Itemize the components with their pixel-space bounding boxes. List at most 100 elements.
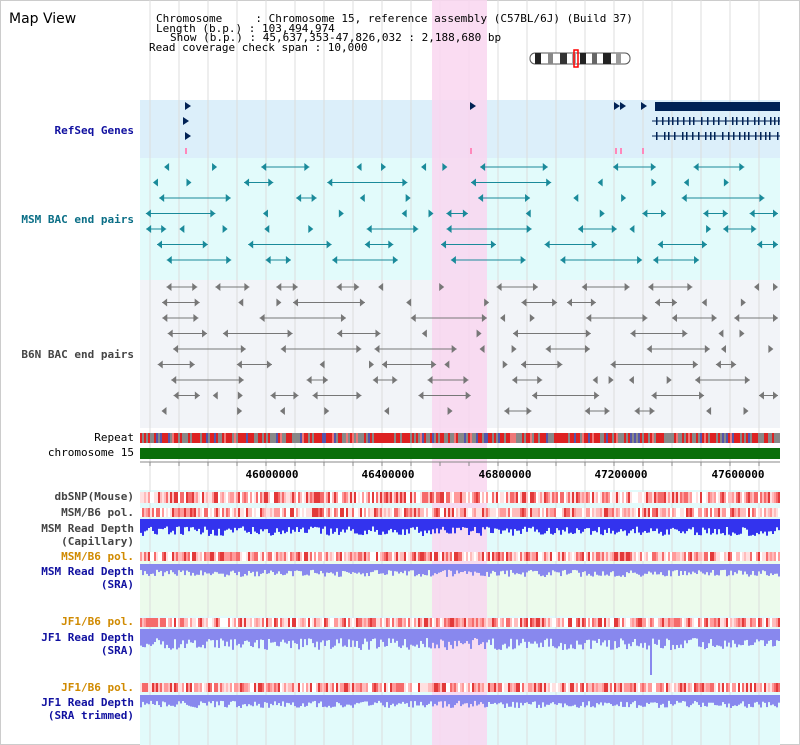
gene-exon xyxy=(693,117,695,125)
pol-heat-cell xyxy=(650,683,652,692)
depth-bar xyxy=(426,565,428,576)
depth-bar xyxy=(200,696,202,702)
label-dbsnp[interactable]: dbSNP(Mouse) xyxy=(55,490,134,503)
pol-heat-cell xyxy=(658,618,660,627)
pol-heat-cell xyxy=(168,683,170,692)
depth-bar xyxy=(584,630,586,644)
depth-bar xyxy=(634,565,636,573)
chromosome-bar[interactable] xyxy=(140,448,780,459)
label-jf1-depth-trim[interactable]: JF1 Read Depth xyxy=(41,696,134,709)
repeat-segment xyxy=(232,433,234,443)
depth-bar xyxy=(182,696,184,702)
bac-end-right xyxy=(431,360,437,369)
pol-heat-cell xyxy=(238,552,240,561)
repeat-segment xyxy=(362,433,364,443)
label-msm-depth-cap[interactable]: MSM Read Depth xyxy=(41,522,134,535)
depth-bar xyxy=(752,696,754,708)
pol-heat-cell xyxy=(580,508,582,517)
bac-end-left xyxy=(259,314,265,322)
depth-bar xyxy=(580,630,582,645)
label-msm-depth-sra[interactable]: MSM Read Depth xyxy=(41,565,134,578)
pol-heat-cell xyxy=(718,492,720,503)
depth-bar xyxy=(772,696,774,705)
bac-end-right xyxy=(276,298,282,307)
depth-bar xyxy=(292,520,294,530)
pol-heat-cell xyxy=(554,492,556,503)
pol-heat-cell xyxy=(456,552,458,561)
depth-bar xyxy=(448,565,450,570)
label-msm-pol-2[interactable]: MSM/B6 pol. xyxy=(61,550,134,563)
pol-heat-cell xyxy=(578,492,580,503)
pol-heat-cell xyxy=(174,618,176,627)
pol-heat-cell xyxy=(232,508,234,517)
pol-heat-cell xyxy=(446,492,448,503)
pol-heat-cell xyxy=(672,618,674,627)
pol-heat-cell xyxy=(764,492,766,503)
pol-heat-cell xyxy=(554,618,556,627)
b6n-bac-track[interactable] xyxy=(157,283,778,415)
refseq-gene-track[interactable] xyxy=(183,102,780,154)
pol-heat-cell xyxy=(346,618,348,627)
pol-heat-cell xyxy=(516,683,518,692)
depth-bar xyxy=(344,630,346,646)
depth-bar xyxy=(550,630,552,639)
label-jf1-depth-sra[interactable]: JF1 Read Depth xyxy=(41,631,134,644)
depth-bar xyxy=(670,520,672,529)
label-refseq-genes[interactable]: RefSeq Genes xyxy=(55,124,134,137)
pol-heat-cell xyxy=(730,492,732,503)
depth-bar xyxy=(466,565,468,574)
pol-heat-cell xyxy=(466,683,468,692)
label-msm-bac[interactable]: MSM BAC end pairs xyxy=(21,213,134,226)
label-jf1-pol-2[interactable]: JF1/B6 pol. xyxy=(61,681,134,694)
depth-bar xyxy=(340,696,342,706)
repeat-segment xyxy=(394,433,396,443)
pol-heat-cell xyxy=(188,492,190,503)
pol-heat-cell xyxy=(202,492,204,503)
depth-bar xyxy=(366,696,368,702)
pol-heat-cell xyxy=(354,618,356,627)
repeat-track[interactable] xyxy=(140,433,780,443)
pol-heat-cell xyxy=(618,552,620,561)
pol-heat-cell xyxy=(634,552,636,561)
pol-heat-cell xyxy=(346,492,348,503)
depth-bar xyxy=(590,565,592,576)
pol-heat-cell xyxy=(712,492,714,503)
pol-heat-cell xyxy=(612,552,614,561)
pol-heat-cell xyxy=(644,552,646,561)
repeat-segment xyxy=(638,433,640,443)
pol-heat-cell xyxy=(616,683,618,692)
repeat-segment xyxy=(374,433,376,443)
depth-bar xyxy=(246,520,248,533)
depth-bar xyxy=(208,520,210,536)
read-depth-tracks[interactable] xyxy=(140,519,780,708)
pol-heat-cell xyxy=(282,508,284,517)
pol-heat-cell xyxy=(506,508,508,517)
pol-heat-cell xyxy=(264,552,266,561)
repeat-segment xyxy=(270,433,272,443)
depth-bar xyxy=(392,630,394,639)
bac-end-right xyxy=(359,298,365,307)
repeat-segment xyxy=(428,433,430,443)
pol-heat-cell xyxy=(562,618,564,627)
depth-bar xyxy=(204,520,206,527)
pol-heat-cell xyxy=(518,508,520,517)
pol-heat-cell xyxy=(750,492,752,503)
label-msm-pol-1[interactable]: MSM/B6 pol. xyxy=(61,506,134,519)
bac-end-right xyxy=(529,314,535,322)
depth-bar xyxy=(258,520,260,535)
pol-heat-cell xyxy=(480,683,482,692)
pol-heat-cell xyxy=(294,618,296,627)
repeat-segment xyxy=(170,433,172,443)
pol-heat-cell xyxy=(462,492,464,503)
msm-bac-track[interactable] xyxy=(145,163,778,264)
polymorphism-heat-tracks[interactable] xyxy=(140,492,780,692)
repeat-segment xyxy=(388,433,390,443)
label-jf1-pol-1[interactable]: JF1/B6 pol. xyxy=(61,615,134,628)
pol-heat-cell xyxy=(396,492,398,503)
depth-bar xyxy=(518,630,520,646)
depth-bar xyxy=(142,696,144,702)
label-b6n-bac[interactable]: B6N BAC end pairs xyxy=(21,348,134,361)
chromosome-ideogram[interactable] xyxy=(529,49,631,68)
depth-bar xyxy=(472,565,474,576)
